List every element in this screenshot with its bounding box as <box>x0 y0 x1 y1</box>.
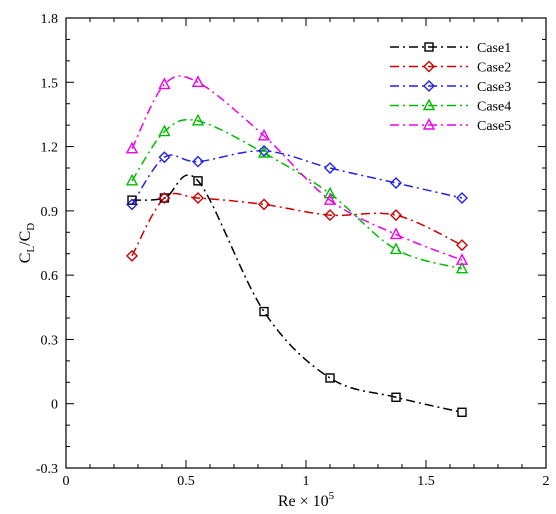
data-point-case2 <box>324 209 336 222</box>
data-point-case3 <box>456 192 468 204</box>
data-point-case1 <box>127 195 137 205</box>
data-point-case4 <box>191 113 205 126</box>
legend-label-case4: Case4 <box>477 100 511 115</box>
data-point-case5 <box>389 227 403 240</box>
x-axis-title-exponent: 5 <box>329 490 335 502</box>
y-tick-label: 0.3 <box>41 333 59 348</box>
y-axis-title: CL/CD <box>17 223 37 264</box>
data-point-case1 <box>193 176 203 186</box>
legend-marker-case5 <box>422 117 436 130</box>
data-point-case3 <box>258 144 270 157</box>
data-point-case1 <box>325 373 335 383</box>
data-point-case3 <box>324 162 336 174</box>
data-point-case5 <box>125 141 139 154</box>
legend-marker-case4 <box>422 98 436 111</box>
x-axis: 0 0.5 1 1.5 2 <box>63 18 550 489</box>
data-point-case5 <box>158 77 171 90</box>
data-point-case5 <box>191 75 205 87</box>
y-axis-title-slash: /C <box>17 231 34 246</box>
data-point-case4 <box>323 186 337 199</box>
x-tick-label: 0 <box>63 474 70 489</box>
data-point-case3 <box>158 151 171 164</box>
y-tick-label: 1.2 <box>41 141 59 156</box>
legend-marker-case3 <box>423 80 435 92</box>
data-point-case3 <box>390 177 402 189</box>
data-point-case3 <box>126 198 138 211</box>
data-point-case2 <box>456 239 468 252</box>
series-line-case5 <box>131 75 463 261</box>
legend-marker-case1 <box>424 42 434 52</box>
data-point-case2 <box>158 192 171 204</box>
data-point-case4 <box>158 124 171 137</box>
x-axis-title: Re × 105 <box>278 490 335 509</box>
series-line-case4 <box>131 118 463 270</box>
legend-label-case1: Case1 <box>477 41 511 56</box>
legend-label-case5: Case5 <box>477 119 511 134</box>
data-point-case5 <box>323 193 337 205</box>
data-point-case5 <box>257 128 271 141</box>
x-axis-title-base: Re × 10 <box>278 493 329 509</box>
data-point-case2 <box>390 209 402 222</box>
y-axis-title-sub-l: L <box>25 246 37 253</box>
data-point-case2 <box>126 249 138 262</box>
data-point-case4 <box>257 145 271 158</box>
x-tick-label: 0.5 <box>177 474 195 489</box>
x-tick-label: 1.5 <box>417 474 435 489</box>
y-tick-label: 1.5 <box>41 76 59 91</box>
legend: Case1 Case2 Case3 Case4 Case5 <box>390 41 511 134</box>
data-point-case3 <box>192 155 204 168</box>
y-axis-title-group: CL/CD <box>17 223 37 264</box>
legend-label-case2: Case2 <box>477 61 511 76</box>
y-tick-label: -0.3 <box>36 462 58 477</box>
data-point-case1 <box>457 407 467 417</box>
data-point-case5 <box>455 253 469 265</box>
y-tick-label: 0.6 <box>41 269 59 284</box>
y-tick-label: 0.9 <box>41 205 59 220</box>
y-axis-title-c: C <box>17 253 34 264</box>
series-line-case3 <box>131 150 463 205</box>
y-tick-label: 1.8 <box>41 12 59 27</box>
data-point-case4 <box>455 261 469 274</box>
data-point-case1 <box>391 392 401 402</box>
data-point-case4 <box>389 242 403 255</box>
data-point-case1 <box>259 306 269 317</box>
series-line-case2 <box>131 192 463 257</box>
x-tick-label: 1 <box>303 474 310 489</box>
y-axis-title-sub-d: D <box>25 223 37 231</box>
series-curves <box>131 75 463 414</box>
data-point-case1 <box>159 193 170 203</box>
x-tick-label: 2 <box>543 474 550 489</box>
y-axis: -0.3 0 0.3 0.6 0.9 1.2 1.5 1.8 <box>36 12 546 477</box>
data-point-case2 <box>258 198 270 211</box>
series-line-case1 <box>131 174 463 414</box>
legend-marker-case2 <box>423 60 435 73</box>
data-point-case2 <box>192 192 204 204</box>
y-tick-label: 0 <box>51 398 58 413</box>
legend-label-case3: Case3 <box>477 80 511 95</box>
data-point-case4 <box>125 173 139 186</box>
series-markers <box>125 75 469 417</box>
